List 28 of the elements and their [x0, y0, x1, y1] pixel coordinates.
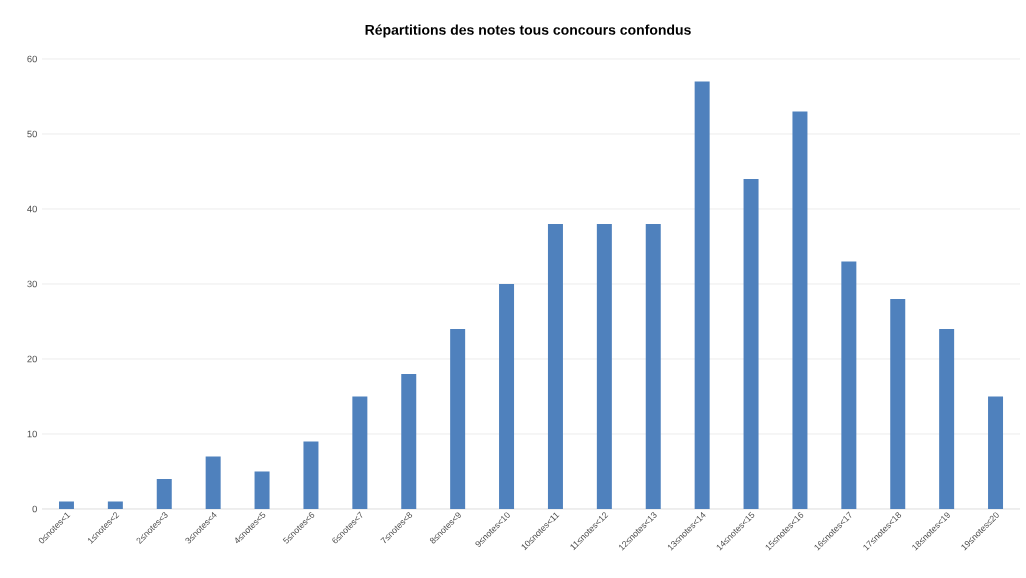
y-tick-label: 40	[27, 205, 37, 213]
y-tick-label: 10	[27, 430, 37, 438]
bar	[499, 283, 515, 509]
bar	[596, 223, 612, 509]
bar	[254, 471, 270, 509]
bar	[792, 111, 808, 509]
bar	[205, 456, 221, 509]
bar	[743, 178, 759, 509]
bar	[939, 328, 955, 509]
bar	[450, 328, 466, 509]
bar	[401, 373, 417, 509]
y-tick-label: 30	[27, 280, 37, 288]
bar	[352, 396, 368, 509]
bar	[156, 478, 172, 509]
bar	[58, 501, 74, 509]
y-tick-label: 20	[27, 355, 37, 363]
y-tick-label: 0	[32, 505, 37, 513]
chart-title: Répartitions des notes tous concours confondus	[365, 24, 691, 38]
bar	[303, 441, 319, 509]
bar	[547, 223, 563, 509]
bar	[841, 261, 857, 509]
bar	[988, 396, 1004, 509]
bar	[645, 223, 661, 509]
y-tick-label: 50	[27, 130, 37, 138]
bar	[694, 81, 710, 509]
bar	[890, 298, 906, 509]
bar	[107, 501, 123, 509]
y-tick-label: 60	[27, 55, 37, 63]
